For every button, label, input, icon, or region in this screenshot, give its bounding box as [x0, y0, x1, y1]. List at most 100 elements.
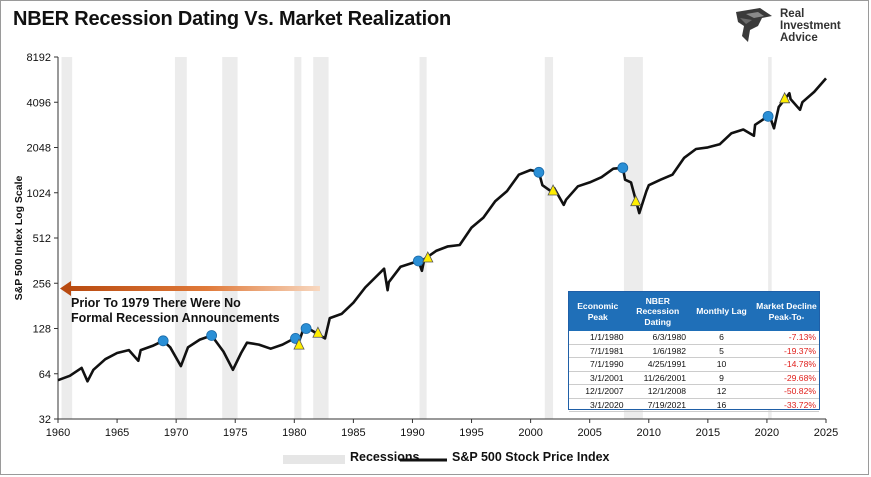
table-cell: 16: [689, 398, 754, 412]
recession-band: [222, 57, 238, 419]
legend-sp500-label: S&P 500 Stock Price Index: [452, 450, 610, 464]
x-tick-label: 2010: [637, 427, 661, 439]
peak-marker: [300, 323, 312, 334]
annotation-line-2: Formal Recession Announcements: [71, 311, 280, 325]
table-cell: -29.68%: [754, 371, 819, 385]
table-cell: 3/1/2020: [569, 398, 627, 412]
table-row: 7/1/1990 4/25/1991 10 -14.78%: [569, 357, 819, 372]
eagle-icon: [736, 8, 772, 42]
table-row: 3/1/2001 11/26/2001 9 -29.68%: [569, 371, 819, 385]
dating-marker: [630, 194, 642, 207]
x-tick-label: 1990: [400, 427, 424, 439]
y-tick-label: 8192: [27, 52, 51, 64]
table-cell: 6: [689, 331, 754, 345]
x-tick-label: 1965: [105, 427, 129, 439]
table-cell: -50.82%: [754, 384, 819, 399]
peak-marker: [412, 255, 424, 267]
peak-marker: [157, 335, 169, 347]
x-tick-label: 2005: [577, 427, 601, 439]
table-cell: 7/1/1981: [569, 344, 627, 358]
recession-band: [544, 57, 554, 419]
dating-marker: [547, 184, 559, 196]
y-tick-label: 64: [39, 369, 51, 381]
annotation-arrow-head: [60, 281, 71, 296]
x-tick-label: 1960: [46, 427, 70, 439]
x-tick-label: 2025: [814, 427, 838, 439]
table-header-cell: NBER Recession Dating: [626, 292, 689, 331]
chart-title: NBER Recession Dating Vs. Market Realiza…: [13, 8, 451, 30]
legend-recessions-swatch: [283, 455, 345, 464]
table-cell: -14.78%: [754, 357, 819, 372]
logo-line-3: Advice: [780, 32, 818, 44]
table-cell: -7.13%: [754, 331, 819, 345]
table-cell: 3/1/2001: [569, 371, 627, 385]
x-tick-label: 1975: [223, 427, 247, 439]
dating-marker: [422, 251, 434, 263]
recession-band: [294, 57, 302, 419]
recession-band: [61, 57, 73, 419]
table-cell: -33.72%: [754, 398, 819, 412]
y-tick-label: 2048: [27, 143, 51, 155]
y-axis-ticks: 32 64 128 256 512 1024 2048 4096 8192: [27, 52, 58, 426]
logo-line-2: Investment: [780, 20, 841, 32]
dating-marker: [293, 338, 305, 350]
table-cell: 1/1/1980: [569, 331, 627, 345]
table-cell: 7/19/2021: [626, 398, 689, 412]
peak-marker: [762, 110, 774, 122]
recession-band: [768, 57, 772, 419]
recession-band: [419, 57, 427, 419]
peak-marker: [617, 162, 629, 174]
peak-marker: [533, 166, 545, 178]
table-cell: 1/6/1982: [626, 344, 689, 358]
x-tick-label: 2015: [696, 427, 720, 439]
brand-logo: Real Investment Advice: [732, 6, 857, 46]
annotation-arrow-shaft: [68, 286, 320, 291]
y-tick-label: 32: [39, 414, 51, 426]
y-tick-label: 512: [33, 233, 51, 245]
table-cell: 5: [689, 344, 754, 358]
table-row: 7/1/1981 1/6/1982 5 -19.37%: [569, 344, 819, 358]
table-row: 12/1/2007 12/1/2008 12 -50.82%: [569, 384, 819, 399]
table-cell: 12: [689, 384, 754, 399]
table-cell: 6/3/1980: [626, 331, 689, 345]
legend-recessions-label: Recessions: [350, 450, 420, 464]
y-tick-label: 256: [33, 278, 51, 290]
x-tick-label: 1995: [459, 427, 483, 439]
dating-marker: [778, 91, 791, 104]
x-tick-label: 2000: [518, 427, 542, 439]
table-cell: 10: [689, 357, 754, 372]
x-tick-label: 1970: [164, 427, 188, 439]
sp500-series-line: [57, 77, 827, 383]
table-cell: 12/1/2008: [626, 384, 689, 399]
logo-text: Real Investment Advice: [780, 8, 841, 44]
recession-band: [313, 57, 329, 419]
annotation-line-1: Prior To 1979 There Were No: [71, 296, 241, 310]
table-header-cell: Monthly Lag: [689, 292, 754, 331]
table-cell: 4/25/1991: [626, 357, 689, 372]
event-markers: [157, 91, 791, 350]
logo-line-1: Real: [780, 8, 805, 20]
table-header-row: Economic Peak NBER Recession Dating Mont…: [569, 292, 819, 331]
table-header-cell: Market Decline Peak-To-: [754, 292, 819, 331]
y-tick-label: 128: [33, 324, 51, 336]
peak-marker: [206, 330, 218, 341]
recession-band: [174, 57, 187, 419]
y-axis-label: S&P 500 Index Log Scale: [13, 175, 25, 300]
x-tick-label: 1985: [341, 427, 365, 439]
table-cell: -19.37%: [754, 344, 819, 358]
recession-table: Economic Peak NBER Recession Dating Mont…: [568, 291, 820, 412]
y-tick-label: 4096: [27, 97, 51, 109]
table-row: 1/1/1980 6/3/1980 6 -7.13%: [569, 331, 819, 345]
table-cell: 7/1/1990: [569, 357, 627, 372]
x-tick-label: 1980: [282, 427, 306, 439]
dating-marker: [312, 326, 324, 338]
table-cell: 12/1/2007: [569, 384, 627, 399]
x-tick-label: 2020: [755, 427, 779, 439]
table-row: 3/1/2020 7/19/2021 16 -33.72%: [569, 398, 819, 412]
table-header-cell: Economic Peak: [569, 292, 627, 331]
x-axis-ticks: 1960 1965 1970 1975 1980 1985 1990 1995 2000 2005…: [46, 419, 838, 439]
table-cell: 9: [689, 371, 754, 385]
table-cell: 11/26/2001: [626, 371, 689, 385]
